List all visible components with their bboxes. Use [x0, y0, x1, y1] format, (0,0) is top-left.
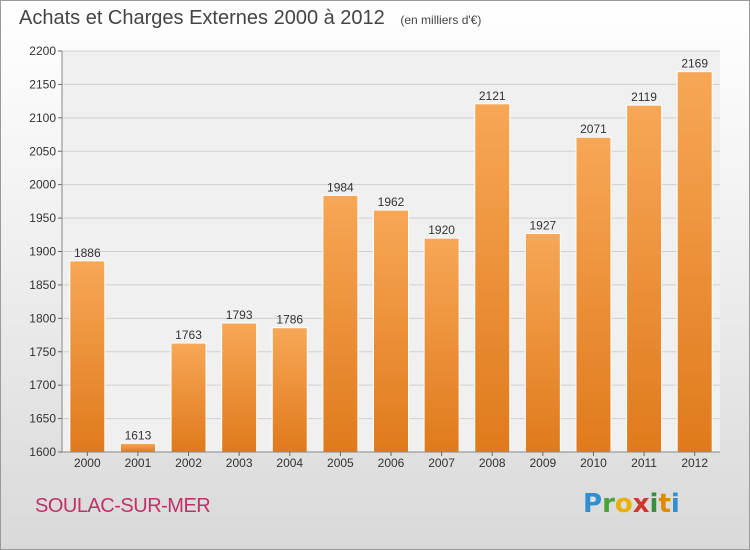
bar [474, 103, 511, 453]
data-label: 1920 [428, 223, 455, 237]
y-tick-label: 2150 [29, 77, 56, 91]
logo-letter: t [658, 489, 671, 519]
y-tick-label: 1850 [29, 278, 56, 292]
x-tick-label: 2006 [378, 456, 405, 470]
bar [221, 322, 258, 453]
data-label: 1886 [74, 246, 101, 260]
logo-letter: i [670, 489, 680, 519]
data-label: 1927 [529, 218, 556, 232]
x-tick-label: 2011 [631, 456, 657, 470]
bars: 1886 1613 1763 1793 1786 1984 1962 1920 2121 1927… [69, 57, 713, 453]
y-tick-label: 2000 [29, 178, 56, 192]
data-label: 2121 [479, 89, 506, 103]
location-label: SOULAC-SUR-MER [35, 495, 211, 517]
data-label: 1793 [226, 308, 253, 322]
y-tick-label: 1950 [29, 211, 56, 225]
chart-subtitle: (en milliers d'€) [400, 13, 482, 27]
y-tick-label: 2050 [29, 144, 56, 158]
x-tick-label: 2002 [175, 456, 202, 470]
x-tick-label: 2010 [580, 456, 607, 470]
data-label: 2119 [631, 90, 657, 104]
y-tick-label: 1800 [29, 311, 56, 325]
logo-letter: o [614, 489, 633, 519]
x-tick-label: 2007 [428, 456, 455, 470]
data-label: 1962 [378, 195, 405, 209]
bar [271, 327, 308, 453]
data-label: 1984 [327, 180, 354, 194]
x-tick-label: 2000 [74, 456, 101, 470]
data-label: 2071 [580, 122, 607, 136]
x-tick-label: 2004 [276, 456, 303, 470]
logo-letter: P [583, 489, 603, 519]
x-tick-label: 2001 [125, 456, 152, 470]
bar [676, 71, 713, 453]
bar [575, 136, 612, 453]
logo-letter: r [602, 489, 615, 519]
proxiti-logo[interactable]: Proxiti [583, 489, 680, 519]
chart-title-text: Achats et Charges Externes 2000 à 2012 [19, 7, 385, 29]
bar [373, 209, 409, 453]
data-label: 1763 [175, 328, 202, 342]
x-tick-label: 2003 [226, 456, 253, 470]
x-tick-label: 2009 [529, 456, 556, 470]
chart-title: Achats et Charges Externes 2000 à 2012 (… [19, 7, 481, 30]
data-label: 1786 [276, 313, 303, 327]
logo-letter: i [649, 489, 659, 519]
axes: 1600 1650 1700 1750 1800 1850 1900 1950 2000 2050… [29, 44, 720, 470]
y-tick-label: 1900 [29, 245, 56, 259]
x-tick-label: 2005 [327, 456, 354, 470]
bar [524, 232, 561, 453]
y-tick-label: 2100 [29, 111, 56, 125]
data-label: 1613 [125, 428, 152, 442]
y-tick-label: 2200 [29, 44, 56, 58]
y-tick-label: 1750 [29, 345, 56, 359]
bar [170, 342, 207, 453]
y-tick-label: 1600 [29, 445, 56, 459]
bar [423, 237, 460, 453]
y-tick-label: 1650 [29, 412, 56, 426]
x-tick-label: 2008 [479, 456, 506, 470]
data-label: 2169 [681, 57, 708, 71]
bar [626, 104, 663, 453]
bar [119, 442, 156, 453]
bar [69, 260, 106, 453]
x-tick-label: 2012 [681, 456, 708, 470]
bar [322, 194, 359, 453]
y-tick-label: 1700 [29, 378, 56, 392]
logo-letter: x [632, 489, 650, 519]
